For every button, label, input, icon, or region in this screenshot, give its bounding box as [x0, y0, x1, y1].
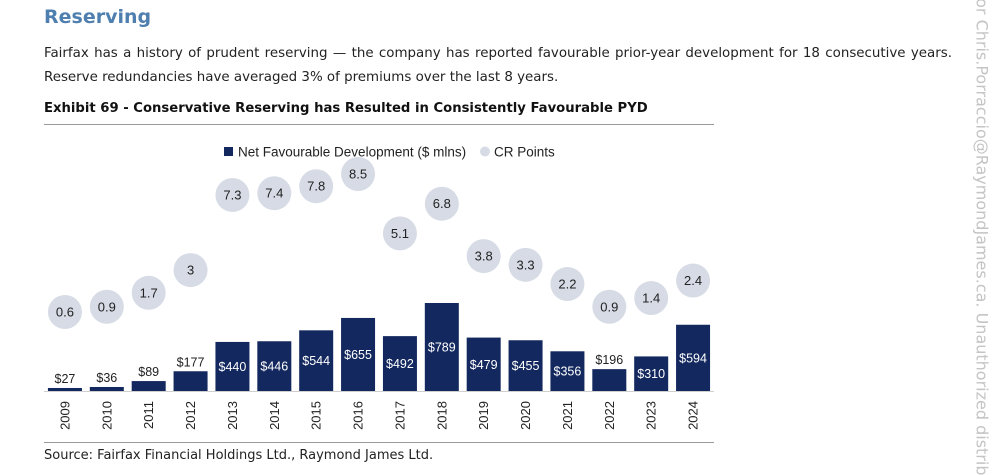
chart: Net Favourable Development ($ mlns) CR P…: [44, 145, 714, 430]
cr-point: [466, 239, 501, 274]
bar-value-label: $36: [96, 371, 117, 385]
cr-point: [173, 253, 208, 288]
bar-value-label: $655: [344, 348, 372, 362]
cr-point: [550, 267, 585, 302]
bar-value-label: $446: [260, 360, 288, 374]
exhibit-bottom-rule: [44, 442, 714, 443]
watermark-text: for Chris.Porraccio@RaymondJames.ca. Una…: [972, 0, 992, 475]
bar-net-development: [424, 303, 459, 391]
cr-point-label: 0.9: [600, 299, 618, 314]
cr-point-label: 3.3: [517, 257, 535, 272]
bar-net-development: [215, 341, 250, 391]
cr-point-label: 0.6: [56, 305, 74, 320]
bar-value-label: $196: [595, 353, 623, 367]
bar-net-development: [382, 336, 417, 391]
cr-point: [634, 281, 669, 316]
x-tick-label: 2011: [141, 401, 156, 429]
x-tick-label: 2012: [183, 401, 198, 430]
cr-point-label: 6.8: [433, 196, 451, 211]
chart-plot: $27 0.6 2009 $36 0.9 2010 $89 1.7 2011 $177 3 2012 $…: [47, 157, 711, 430]
cr-point: [89, 289, 124, 324]
cr-point: [299, 169, 334, 204]
bar-net-development: [508, 340, 543, 391]
bar-net-development: [299, 330, 334, 391]
cr-point-label: 1.7: [140, 285, 158, 300]
x-tick-label: 2014: [267, 401, 282, 430]
bar-value-label: $89: [138, 365, 159, 379]
x-tick-label: 2019: [476, 401, 491, 430]
legend-swatch-net-development: [224, 147, 233, 156]
cr-point: [341, 157, 376, 191]
bar-net-development: [173, 371, 208, 391]
bar-value-label: $479: [470, 358, 498, 372]
x-tick-label: 2017: [392, 401, 407, 430]
section-paragraph: Fairfax has a history of prudent reservi…: [44, 46, 952, 85]
bar-value-label: $594: [679, 351, 707, 365]
bar-net-development: [550, 351, 585, 391]
cr-point-label: 2.4: [684, 273, 702, 288]
x-tick-label: 2024: [686, 401, 701, 430]
x-tick-label: 2020: [518, 401, 533, 430]
bar-net-development: [341, 317, 376, 391]
bar-net-development: [47, 387, 82, 391]
cr-point-label: 7.3: [223, 187, 241, 202]
cr-point-label: 7.4: [265, 186, 283, 201]
bar-value-label: $455: [512, 359, 540, 373]
bar-net-development: [131, 381, 166, 391]
x-tick-label: 2023: [644, 401, 659, 430]
bar-value-label: $356: [554, 365, 582, 379]
x-tick-label: 2022: [602, 401, 617, 430]
exhibit-top-rule: [44, 124, 714, 125]
cr-point-label: 5.1: [391, 226, 409, 241]
x-tick-label: 2018: [434, 401, 449, 430]
cr-point: [508, 247, 543, 282]
legend-swatch-cr-points: [480, 146, 490, 157]
bar-net-development: [466, 337, 501, 391]
cr-point: [131, 275, 166, 310]
cr-point-label: 2.2: [558, 277, 576, 292]
bar-net-development: [257, 341, 292, 391]
cr-point-label: 8.5: [349, 167, 367, 182]
cr-point-label: 0.9: [98, 299, 116, 314]
x-tick-label: 2009: [57, 401, 72, 430]
bar-value-label: $310: [637, 367, 665, 381]
bar-net-development: [676, 324, 711, 391]
cr-point-label: 1.4: [642, 291, 660, 306]
x-tick-label: 2021: [560, 401, 575, 430]
section-title: Reserving: [44, 6, 152, 28]
x-tick-label: 2016: [351, 401, 366, 430]
cr-point-label: 7.8: [307, 179, 325, 194]
x-tick-label: 2013: [225, 401, 240, 430]
bar-net-development: [89, 386, 124, 391]
bar-value-label: $789: [428, 341, 456, 355]
cr-point: [592, 289, 627, 324]
cr-point-label: 3.8: [475, 249, 493, 264]
bar-value-label: $440: [219, 360, 247, 374]
cr-point-label: 3: [187, 263, 194, 278]
watermark: for Chris.Porraccio@RaymondJames.ca. Una…: [970, 0, 994, 475]
cr-point: [382, 216, 417, 251]
legend-label-cr-points: CR Points: [494, 145, 555, 160]
cr-point: [215, 177, 250, 212]
bar-value-label: $544: [302, 354, 330, 368]
bar-net-development: [592, 369, 627, 391]
bar-value-label: $177: [177, 355, 205, 369]
source-note: Source: Fairfax Financial Holdings Ltd.,…: [44, 448, 434, 463]
bar-value-label: $27: [55, 372, 76, 386]
chart-legend: Net Favourable Development ($ mlns) CR P…: [224, 145, 555, 160]
cr-point: [676, 263, 711, 298]
legend-label-net-development: Net Favourable Development ($ mlns): [238, 145, 466, 160]
x-tick-label: 2010: [99, 401, 114, 430]
bar-value-label: $492: [386, 357, 414, 371]
exhibit-title: Exhibit 69 - Conservative Reserving has …: [44, 101, 648, 116]
cr-point: [257, 176, 292, 211]
cr-point: [47, 295, 82, 329]
bar-net-development: [634, 356, 669, 391]
x-tick-label: 2015: [309, 401, 324, 430]
cr-point: [424, 186, 459, 221]
